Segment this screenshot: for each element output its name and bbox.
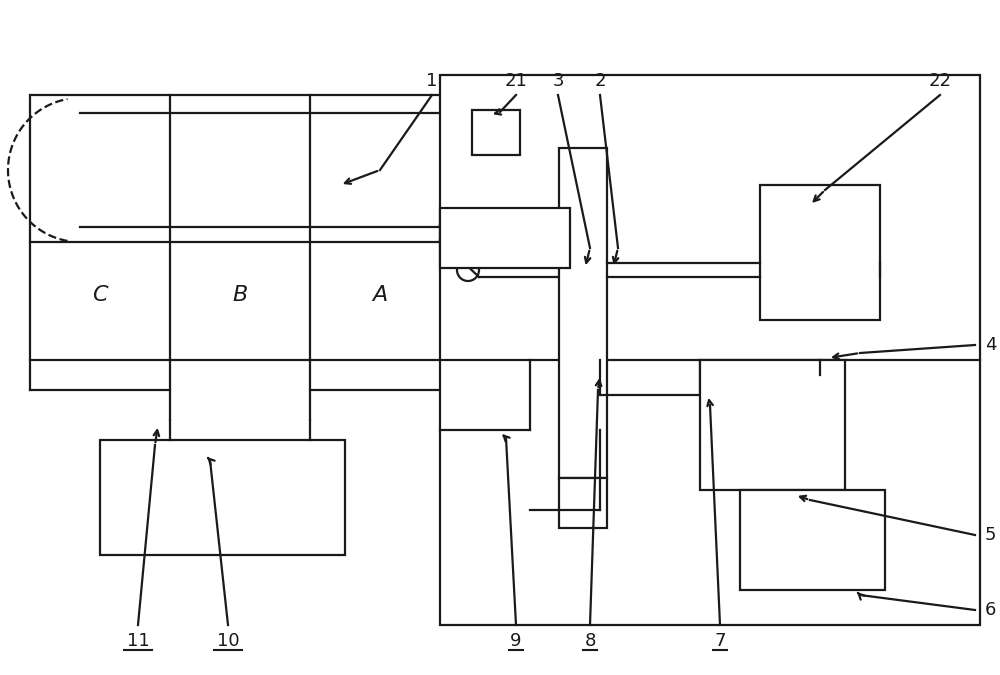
Text: 4: 4 — [985, 336, 996, 354]
Bar — [740, 490, 885, 590]
Text: 6: 6 — [985, 601, 996, 619]
Bar — [700, 360, 845, 490]
Bar — [30, 95, 450, 360]
Text: 5: 5 — [985, 526, 996, 544]
Text: 9: 9 — [510, 632, 522, 650]
Text: A: A — [372, 285, 388, 305]
Bar — [440, 208, 570, 268]
Bar — [440, 75, 980, 625]
Text: 1: 1 — [426, 72, 438, 90]
Text: 11: 11 — [127, 632, 149, 650]
Text: 2: 2 — [594, 72, 606, 90]
Text: B: B — [232, 285, 248, 305]
Text: 10: 10 — [217, 632, 239, 650]
Text: C: C — [92, 285, 108, 305]
Text: 21: 21 — [505, 72, 527, 90]
Text: 3: 3 — [552, 72, 564, 90]
Bar — [559, 148, 607, 478]
Text: 8: 8 — [584, 632, 596, 650]
Bar — [472, 110, 520, 155]
Text: 22: 22 — [928, 72, 952, 90]
Text: 7: 7 — [714, 632, 726, 650]
Bar — [100, 440, 345, 555]
Bar — [760, 185, 880, 320]
Bar — [559, 478, 607, 528]
